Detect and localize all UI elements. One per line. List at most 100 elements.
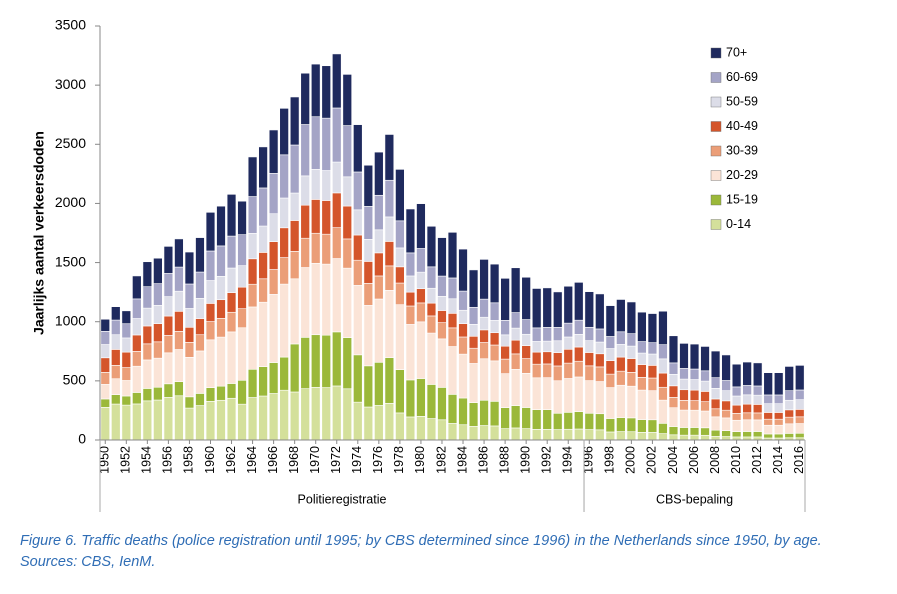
- bar-segment: [647, 313, 658, 343]
- bar-segment: [363, 283, 374, 306]
- bar-segment: [216, 275, 226, 301]
- bar-segment: [121, 404, 132, 441]
- caption: Sources: CBS, IenM.: [20, 554, 155, 570]
- bar-segment: [332, 258, 342, 333]
- bar-segment: [342, 267, 352, 338]
- x-tick-label: 2014: [771, 446, 785, 474]
- bar-segment: [426, 384, 437, 419]
- x-tick-label: 1986: [476, 446, 490, 474]
- bar-segment: [773, 403, 784, 413]
- bar-segment: [384, 241, 395, 267]
- bar-segment: [247, 233, 258, 260]
- bar-segment: [668, 426, 679, 436]
- bar-segment: [731, 413, 742, 421]
- bar-segment: [773, 394, 784, 404]
- bar-segment: [479, 425, 489, 441]
- bar-segment: [226, 235, 237, 269]
- bar-segment: [321, 200, 331, 235]
- bar-segment: [100, 372, 110, 385]
- bar-segment: [553, 429, 563, 441]
- bar-segment: [132, 392, 142, 405]
- bar-segment: [542, 409, 552, 430]
- y-tick-label: 1500: [55, 253, 86, 269]
- bar-segment: [279, 389, 289, 441]
- bar-segment: [310, 169, 321, 200]
- bar-segment: [310, 387, 321, 441]
- bar-segment: [111, 394, 121, 405]
- bar-segment: [384, 134, 395, 181]
- bar-segment: [595, 293, 605, 330]
- bar-segment: [289, 96, 300, 146]
- bar-segment: [384, 179, 395, 218]
- bar-segment: [363, 261, 374, 284]
- bar-segment: [395, 412, 405, 441]
- y-tick-label: 0: [78, 431, 86, 447]
- bar-segment: [689, 400, 700, 411]
- bar-segment: [132, 403, 142, 441]
- bar-segment: [763, 403, 773, 413]
- y-axis-label: Jaarlijks aantal verkeersdoden: [31, 131, 47, 335]
- bar-segment: [426, 266, 437, 289]
- bar-segment: [163, 397, 174, 441]
- bar-segment: [363, 164, 374, 207]
- bar-segment: [268, 129, 279, 174]
- bar-segment: [416, 378, 426, 417]
- bar-segment: [542, 327, 552, 342]
- bar-segment: [426, 302, 437, 317]
- bar-segment: [668, 434, 679, 441]
- bar-segment: [468, 324, 479, 337]
- bar-segment: [784, 416, 794, 425]
- bar-segment: [447, 298, 458, 314]
- bar-segment: [616, 344, 626, 358]
- bar-segment: [247, 258, 258, 285]
- bar-segment: [553, 291, 563, 328]
- bar-segment: [479, 298, 489, 318]
- bar-segment: [553, 352, 563, 367]
- bar-segment: [595, 429, 605, 441]
- bar-segment: [595, 413, 605, 431]
- bar-segment: [353, 401, 363, 441]
- bar-segment: [142, 286, 153, 309]
- bar-segment: [542, 340, 552, 353]
- bar-segment: [574, 334, 584, 348]
- bar-segment: [595, 353, 605, 368]
- bar-segment: [447, 423, 458, 441]
- bar-segment: [395, 247, 405, 268]
- bar-segment: [226, 383, 237, 399]
- bar-segment: [668, 407, 679, 427]
- bar-segment: [605, 336, 616, 349]
- x-tick-label: 1990: [518, 446, 532, 474]
- bar-segment: [163, 335, 174, 354]
- x-tick-label: 2002: [645, 446, 659, 474]
- bar-segment: [342, 205, 352, 240]
- bar-segment: [374, 405, 384, 441]
- bar-segment: [321, 65, 331, 119]
- bar-segment: [121, 323, 132, 339]
- bar-segment: [742, 412, 752, 421]
- bar-segment: [195, 318, 205, 336]
- bar-segment: [100, 407, 110, 441]
- bar-segment: [174, 395, 184, 441]
- bar-segment: [689, 389, 700, 401]
- bar-segment: [321, 263, 331, 336]
- bar-segment: [268, 213, 279, 242]
- bar-segment: [405, 324, 416, 381]
- legend-swatch: [710, 121, 722, 132]
- bar-segment: [395, 304, 405, 370]
- bar-segment: [689, 379, 700, 391]
- bar-segment: [353, 285, 363, 356]
- bar-segment: [616, 431, 626, 441]
- bar-segment: [374, 229, 384, 254]
- bar-segment: [184, 308, 195, 328]
- bar-segment: [300, 175, 310, 206]
- bar-segment: [658, 358, 668, 374]
- bar-segment: [710, 436, 721, 441]
- bar-segment: [310, 199, 321, 234]
- bar-segment: [205, 401, 216, 441]
- bar-segment: [510, 327, 521, 341]
- bar-segment: [268, 269, 279, 295]
- legend-swatch: [710, 145, 722, 157]
- bar-segment: [216, 205, 226, 247]
- bar-segment: [258, 366, 268, 397]
